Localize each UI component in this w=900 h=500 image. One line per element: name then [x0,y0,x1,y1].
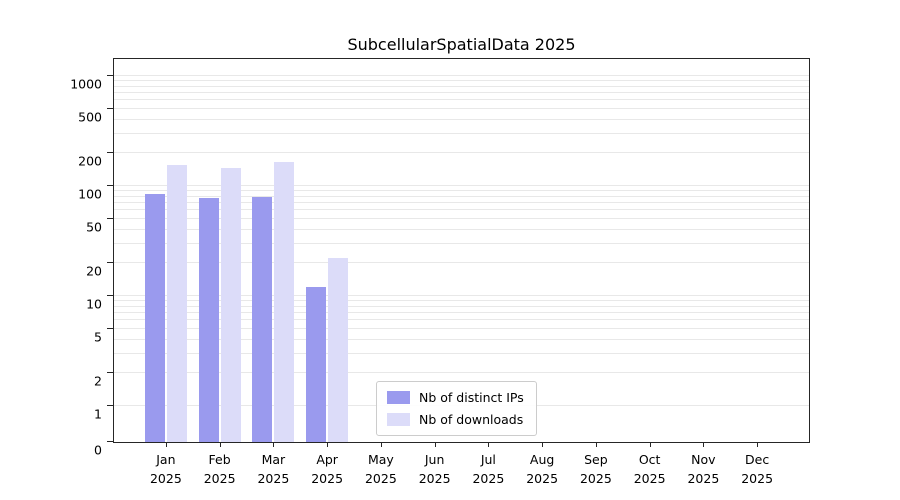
x-tick-mark [757,442,759,447]
y-tick-mark [107,75,113,76]
x-tick-mark [703,442,705,447]
x-tick-label: Nov 2025 [687,452,720,486]
legend-row-distinct-ips: Nb of distinct IPs [387,390,524,405]
y-tick-label: 20 [86,263,102,279]
gridline [114,195,809,197]
gridline [114,80,809,82]
gridline [114,242,809,244]
legend-swatch-downloads [387,413,410,426]
x-tick-mark [219,442,221,447]
gridline [114,312,809,314]
x-tick-mark [595,442,597,447]
gridline [114,228,809,230]
y-tick-mark [107,441,113,442]
y-tick-label: 2 [94,373,102,389]
bar-downloads [274,162,295,442]
bar-downloads [220,168,241,442]
x-tick-label: Jan 2025 [149,452,182,486]
gridline [114,300,809,302]
x-tick-label: Sep 2025 [579,452,612,486]
gridline [114,202,809,204]
x-tick-label: May 2025 [364,452,397,486]
y-tick-label: 1000 [70,76,102,92]
x-tick-label: Mar 2025 [257,452,290,486]
gridline [114,305,809,307]
x-tick-label: Oct 2025 [633,452,666,486]
y-tick-mark [107,295,113,296]
gridline [114,118,809,120]
gridline [114,85,809,87]
legend-row-downloads: Nb of downloads [387,412,524,427]
y-tick-label: 0 [94,442,102,458]
x-tick-mark [327,442,329,447]
bar-downloads [328,258,349,442]
legend-label-distinct-ips: Nb of distinct IPs [419,390,524,405]
gridline [114,190,809,192]
y-tick-mark [107,405,113,406]
gridline [114,151,809,153]
x-tick-label: Feb 2025 [203,452,236,486]
plot-area: Nb of distinct IPs Nb of downloads 0 1 2 5 1… [70,58,810,486]
legend-label-downloads: Nb of downloads [419,412,524,427]
gridline [114,328,809,330]
y-tick-label: 5 [94,329,102,345]
bar-distinct-ips [198,197,219,442]
y-tick-label: 10 [86,296,102,312]
x-tick-mark [434,442,436,447]
y-tick-mark [107,108,113,110]
y-tick-label: 500 [78,109,102,125]
bar-distinct-ips [144,193,165,442]
gridline [114,218,809,220]
gridline [114,99,809,101]
gridline [114,319,809,321]
x-tick-mark [488,442,490,447]
gridline [114,92,809,94]
gridline [114,371,809,373]
y-tick-mark [107,261,113,263]
x-tick-mark [649,442,651,447]
gridline [114,352,809,354]
gridline [114,185,809,186]
gridline [114,108,809,110]
bar-distinct-ips [306,287,327,442]
legend: Nb of distinct IPs Nb of downloads [376,381,537,436]
bar-distinct-ips [252,197,273,442]
x-tick-label: Aug 2025 [526,452,559,486]
y-tick-label: 100 [78,186,102,202]
x-tick-label: Jul 2025 [472,452,505,486]
y-tick-label: 50 [86,219,102,235]
bar-downloads [166,165,187,442]
y-tick-mark [107,185,113,186]
y-tick-mark [107,328,113,330]
gridline [114,295,809,296]
x-tick-mark [165,442,167,447]
x-tick-mark [273,442,275,447]
x-tick-mark [542,442,544,447]
y-tick-mark [107,371,113,373]
y-tick-mark [107,151,113,153]
chart-title: SubcellularSpatialData 2025 [347,35,576,54]
gridline [114,338,809,340]
legend-swatch-distinct-ips [387,391,410,404]
x-tick-label: Jun 2025 [418,452,451,486]
gridline [114,75,809,76]
x-tick-label: Dec 2025 [741,452,774,486]
gridline [114,132,809,134]
gridline [114,209,809,211]
x-tick-label: Apr 2025 [311,452,344,486]
gridline [114,261,809,263]
y-tick-label: 1 [94,406,102,422]
y-tick-mark [107,218,113,220]
y-tick-label: 200 [78,153,102,169]
x-tick-mark [380,442,382,447]
